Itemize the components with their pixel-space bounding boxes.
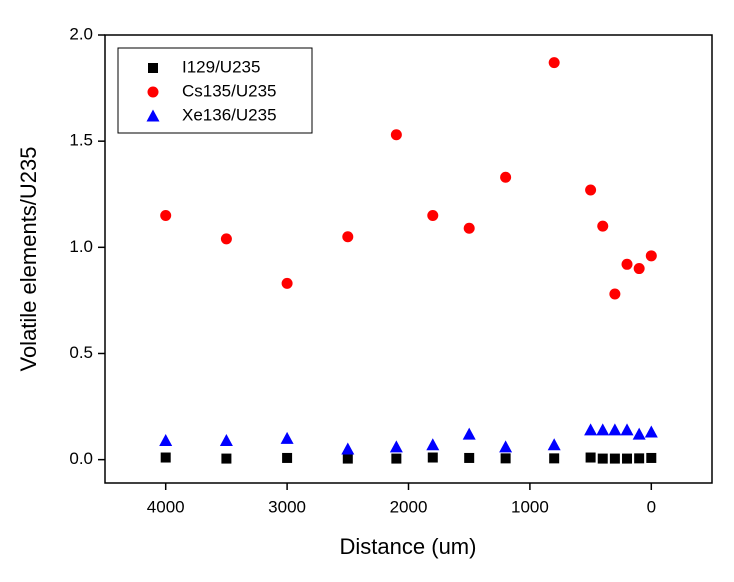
- point: [632, 427, 646, 440]
- point: [462, 427, 476, 440]
- y-tick-label: 0.5: [69, 343, 93, 362]
- point: [645, 250, 657, 262]
- y-tick-label: 2.0: [69, 24, 93, 43]
- point: [282, 452, 293, 463]
- x-tick-label: 1000: [511, 497, 549, 516]
- point: [548, 57, 560, 69]
- y-tick-label: 0.0: [69, 449, 93, 468]
- x-tick-label: 4000: [147, 497, 185, 516]
- point: [500, 453, 511, 464]
- point: [499, 440, 513, 453]
- point: [221, 453, 232, 464]
- point: [390, 129, 402, 141]
- x-axis-title: Distance (um): [340, 534, 477, 559]
- legend-marker: [148, 63, 158, 73]
- point: [391, 453, 402, 464]
- point: [500, 171, 512, 183]
- point: [280, 431, 294, 444]
- point: [463, 222, 475, 234]
- point: [549, 453, 560, 464]
- point: [633, 263, 645, 275]
- point: [464, 452, 475, 463]
- point: [620, 423, 634, 436]
- y-tick-label: 1.0: [69, 237, 93, 256]
- point: [342, 231, 354, 243]
- legend-marker: [147, 86, 159, 98]
- point: [219, 434, 233, 447]
- point: [281, 277, 293, 289]
- point: [584, 423, 598, 436]
- point: [220, 233, 232, 245]
- x-tick-label: 2000: [390, 497, 428, 516]
- point: [160, 452, 171, 463]
- y-tick-label: 1.5: [69, 131, 93, 150]
- point: [596, 423, 610, 436]
- point: [342, 453, 353, 464]
- point: [341, 442, 355, 455]
- point: [427, 209, 439, 221]
- point: [621, 258, 633, 270]
- point: [609, 288, 621, 300]
- legend-label: Cs135/U235: [182, 81, 277, 100]
- point: [646, 452, 657, 463]
- point: [585, 184, 597, 196]
- legend-label: Xe136/U235: [182, 105, 277, 124]
- point: [609, 453, 620, 464]
- legend-marker: [146, 109, 160, 122]
- legend-label: I129/U235: [182, 57, 260, 76]
- point: [389, 440, 403, 453]
- x-tick-label: 3000: [268, 497, 306, 516]
- point: [597, 220, 609, 232]
- point: [160, 209, 172, 221]
- point: [547, 438, 561, 451]
- point: [159, 434, 173, 447]
- point: [426, 438, 440, 451]
- point: [608, 423, 622, 436]
- point: [634, 453, 645, 464]
- point: [585, 452, 596, 463]
- point: [622, 453, 633, 464]
- point: [644, 425, 658, 438]
- y-axis-title: Volatile elements/U235: [16, 146, 41, 371]
- point: [427, 452, 438, 463]
- point: [597, 453, 608, 464]
- x-tick-label: 0: [647, 497, 656, 516]
